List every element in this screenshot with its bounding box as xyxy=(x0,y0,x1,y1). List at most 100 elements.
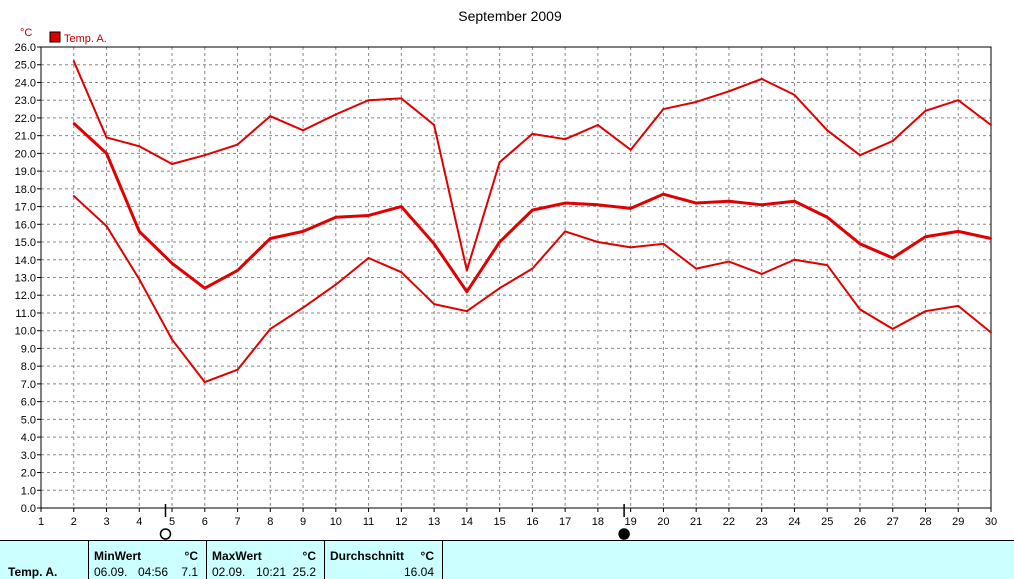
data-point-avg xyxy=(236,269,239,272)
y-tick-label: 1.0 xyxy=(21,485,36,497)
data-point-max xyxy=(433,124,436,127)
x-tick-label: 21 xyxy=(690,516,702,528)
x-tick-label: 7 xyxy=(234,516,240,528)
legend-swatch xyxy=(49,31,61,43)
data-point-max xyxy=(334,113,337,116)
data-point-min xyxy=(957,304,960,307)
data-point-avg xyxy=(957,230,960,233)
data-point-min xyxy=(334,283,337,286)
y-tick-label: 18.0 xyxy=(15,184,36,196)
x-tick-label: 14 xyxy=(461,516,473,528)
data-point-max xyxy=(236,143,239,146)
y-tick-label: 3.0 xyxy=(21,450,36,462)
data-point-max xyxy=(662,108,665,111)
min-header: MinWert xyxy=(94,549,142,563)
data-point-avg xyxy=(269,237,272,240)
x-tick-label: 27 xyxy=(887,516,899,528)
max-value: 25.2 xyxy=(292,565,316,579)
data-point-max xyxy=(760,77,763,80)
series-line-avg xyxy=(72,122,992,294)
data-point-min xyxy=(858,308,861,311)
y-tick-label: 2.0 xyxy=(21,468,36,480)
data-point-min xyxy=(105,225,108,228)
y-tick-label: 25.0 xyxy=(15,60,36,72)
avg-unit: °C xyxy=(420,549,434,563)
x-tick-label: 18 xyxy=(592,516,604,528)
y-tick-label: 7.0 xyxy=(21,379,36,391)
statistics-bar: Temp. A. MinWert °C 06.09. 04:56 7.1 Max… xyxy=(0,540,1014,579)
data-point-max xyxy=(269,115,272,118)
x-tick-label: 12 xyxy=(395,516,407,528)
data-point-max xyxy=(596,124,599,127)
data-point-max xyxy=(203,154,206,157)
data-point-min xyxy=(171,338,174,341)
data-point-max xyxy=(367,99,370,102)
legend: Temp. A. xyxy=(49,31,107,45)
data-point-min xyxy=(531,267,534,270)
data-point-min xyxy=(826,264,829,267)
y-tick-label: 24.0 xyxy=(15,77,36,89)
y-tick-label: 21.0 xyxy=(15,131,36,143)
chart-title: September 2009 xyxy=(458,8,562,24)
data-point-max xyxy=(727,90,730,93)
x-tick-label: 24 xyxy=(788,516,800,528)
data-point-avg xyxy=(793,200,796,203)
data-point-avg xyxy=(367,214,370,217)
data-point-avg xyxy=(531,209,534,212)
y-tick-label: 20.0 xyxy=(15,148,36,160)
data-point-max xyxy=(564,138,567,141)
temperature-chart: September 2009 °C Temp. A. 0.0 1.0 2.0 3.0 4… xyxy=(15,8,997,540)
x-tick-label: 10 xyxy=(330,516,342,528)
data-point-min xyxy=(727,260,730,263)
data-point-min xyxy=(72,194,75,197)
stats-series-name: Temp. A. xyxy=(8,565,58,579)
max-date: 02.09. xyxy=(212,565,246,579)
y-tick-label: 11.0 xyxy=(15,308,36,320)
y-tick-label: 16.0 xyxy=(15,219,36,231)
x-tick-label: 29 xyxy=(952,516,964,528)
data-point-avg xyxy=(138,230,141,233)
data-point-min xyxy=(465,310,468,313)
data-point-max xyxy=(498,161,501,164)
y-tick-label: 17.0 xyxy=(15,202,36,214)
data-point-min xyxy=(662,242,665,245)
data-point-avg xyxy=(924,235,927,238)
data-point-avg xyxy=(695,202,698,205)
y-tick-label: 14.0 xyxy=(15,255,36,267)
data-point-max xyxy=(924,109,927,112)
x-tick-label: 20 xyxy=(657,516,669,528)
data-point-max xyxy=(990,124,992,127)
data-point-max xyxy=(531,132,534,135)
max-value-cell: MaxWert °C 02.09. 10:21 25.2 xyxy=(212,541,320,579)
data-point-max xyxy=(793,93,796,96)
y-tick-label: 5.0 xyxy=(21,414,36,426)
avg-value: 16.04 xyxy=(403,565,434,579)
x-tick-label: 26 xyxy=(854,516,866,528)
y-tick-label: 4.0 xyxy=(21,432,36,444)
data-point-max xyxy=(695,100,698,103)
min-date: 06.09. xyxy=(94,565,128,579)
max-header: MaxWert xyxy=(212,549,262,563)
data-point-avg xyxy=(498,241,501,244)
x-tick-label: 30 xyxy=(985,516,997,528)
min-unit: °C xyxy=(184,549,198,563)
min-value: 7.1 xyxy=(181,565,198,579)
x-tick-label: 17 xyxy=(559,516,571,528)
x-tick-label: 4 xyxy=(136,516,142,528)
x-tick-label: 2 xyxy=(71,516,77,528)
data-point-min xyxy=(138,278,141,281)
data-point-avg xyxy=(990,237,992,240)
y-tick-label: 10.0 xyxy=(15,326,36,338)
data-point-min xyxy=(400,271,403,274)
average-value-cell: Durchschnitt °C 16.04 xyxy=(330,541,438,579)
x-tick-label: 6 xyxy=(202,516,208,528)
data-point-avg xyxy=(564,202,567,205)
data-point-min xyxy=(891,327,894,330)
data-point-avg xyxy=(203,287,206,290)
y-tick-label: 19.0 xyxy=(15,166,36,178)
data-point-avg xyxy=(858,242,861,245)
data-point-max xyxy=(171,163,174,166)
y-tick-label: 13.0 xyxy=(15,273,36,285)
data-point-max xyxy=(400,97,403,100)
data-point-avg xyxy=(760,203,763,206)
